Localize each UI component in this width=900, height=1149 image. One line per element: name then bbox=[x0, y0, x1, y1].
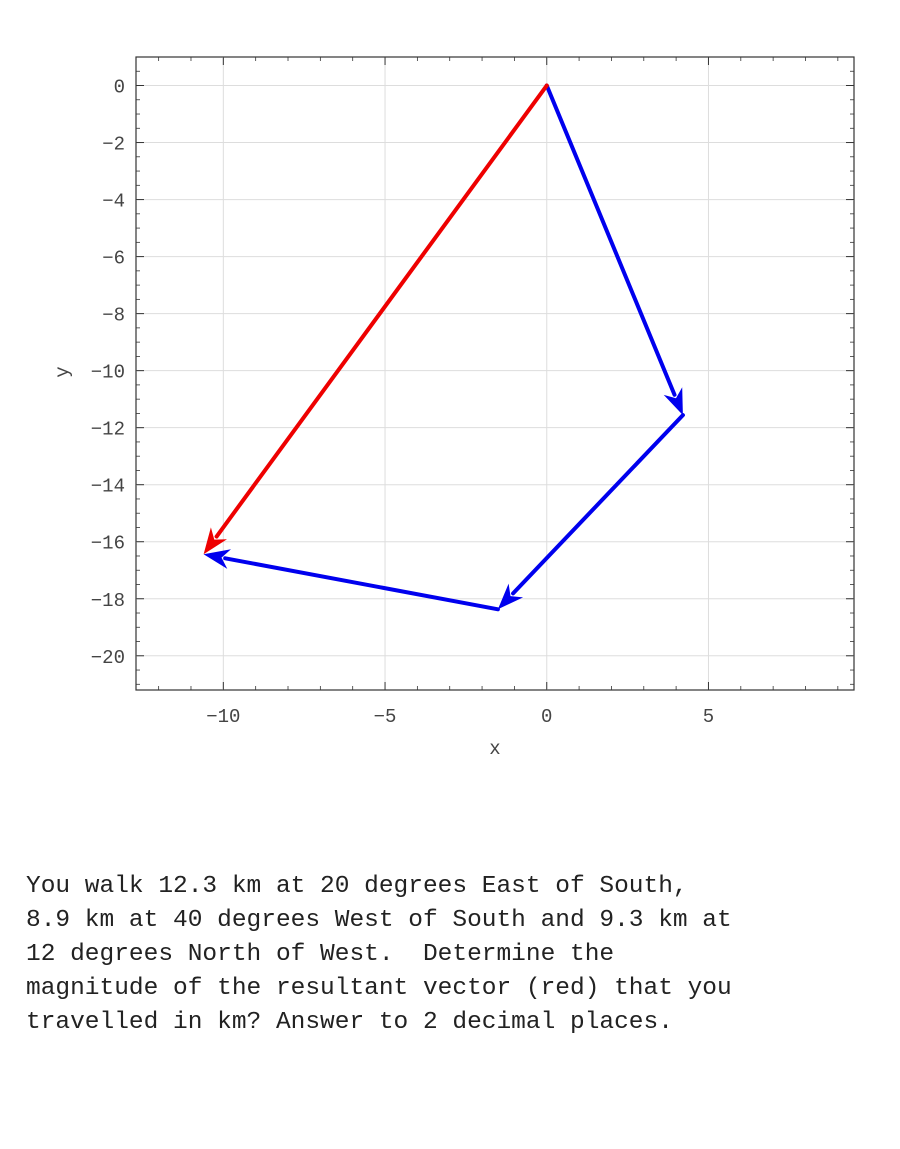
y-tick-label: −18 bbox=[91, 590, 125, 612]
question-line: 8.9 km at 40 degrees West of South and 9… bbox=[26, 907, 732, 934]
vector-line bbox=[223, 556, 500, 612]
question-line: travelled in km? Answer to 2 decimal pla… bbox=[26, 1009, 673, 1036]
y-axis-label: y bbox=[52, 366, 74, 377]
y-tick-label: −20 bbox=[91, 647, 125, 669]
plot-frame bbox=[135, 56, 855, 691]
x-tick-label: 0 bbox=[541, 706, 552, 728]
vectors bbox=[203, 83, 685, 612]
vector-arrowhead bbox=[497, 583, 524, 610]
x-tick-label: −5 bbox=[374, 706, 397, 728]
y-tick-label: −12 bbox=[91, 419, 125, 441]
question-line: 12 degrees North of West. Determine the bbox=[26, 941, 615, 968]
y-tick-label: −6 bbox=[102, 248, 125, 270]
y-tick-label: −8 bbox=[102, 305, 125, 327]
vector-chart: −10 −5 0 5 0 −2 −4 −6 −8 −10 −12 −14 −16 −18 −20 x y bbox=[52, 56, 855, 760]
x-tick-label: −10 bbox=[206, 706, 240, 728]
resultant-vector-arrowhead bbox=[203, 527, 227, 555]
question-line: magnitude of the resultant vector (red) … bbox=[26, 975, 732, 1002]
y-tick-label: −10 bbox=[91, 362, 125, 384]
vector-line bbox=[511, 413, 685, 596]
resultant-vector-line bbox=[214, 83, 549, 539]
vector-arrowhead bbox=[203, 549, 231, 569]
y-tick-label: −14 bbox=[91, 476, 125, 498]
x-axis-label: x bbox=[489, 738, 500, 760]
y-tick-label: −4 bbox=[102, 191, 125, 213]
y-axis-ticks: 0 −2 −4 −6 −8 −10 −12 −14 −16 −18 −20 bbox=[91, 77, 854, 669]
x-tick-label: 5 bbox=[703, 706, 714, 728]
x-axis-ticks: −10 −5 0 5 bbox=[206, 57, 714, 728]
y-tick-label: 0 bbox=[114, 77, 125, 99]
vector-arrowhead bbox=[663, 387, 683, 416]
question-line: You walk 12.3 km at 20 degrees East of S… bbox=[26, 873, 688, 900]
y-tick-label: −2 bbox=[102, 134, 125, 156]
y-tick-label: −16 bbox=[91, 533, 125, 555]
question-text: You walk 12.3 km at 20 degrees East of S… bbox=[26, 870, 886, 1040]
minor-ticks bbox=[136, 56, 854, 690]
vector-line bbox=[544, 83, 677, 397]
